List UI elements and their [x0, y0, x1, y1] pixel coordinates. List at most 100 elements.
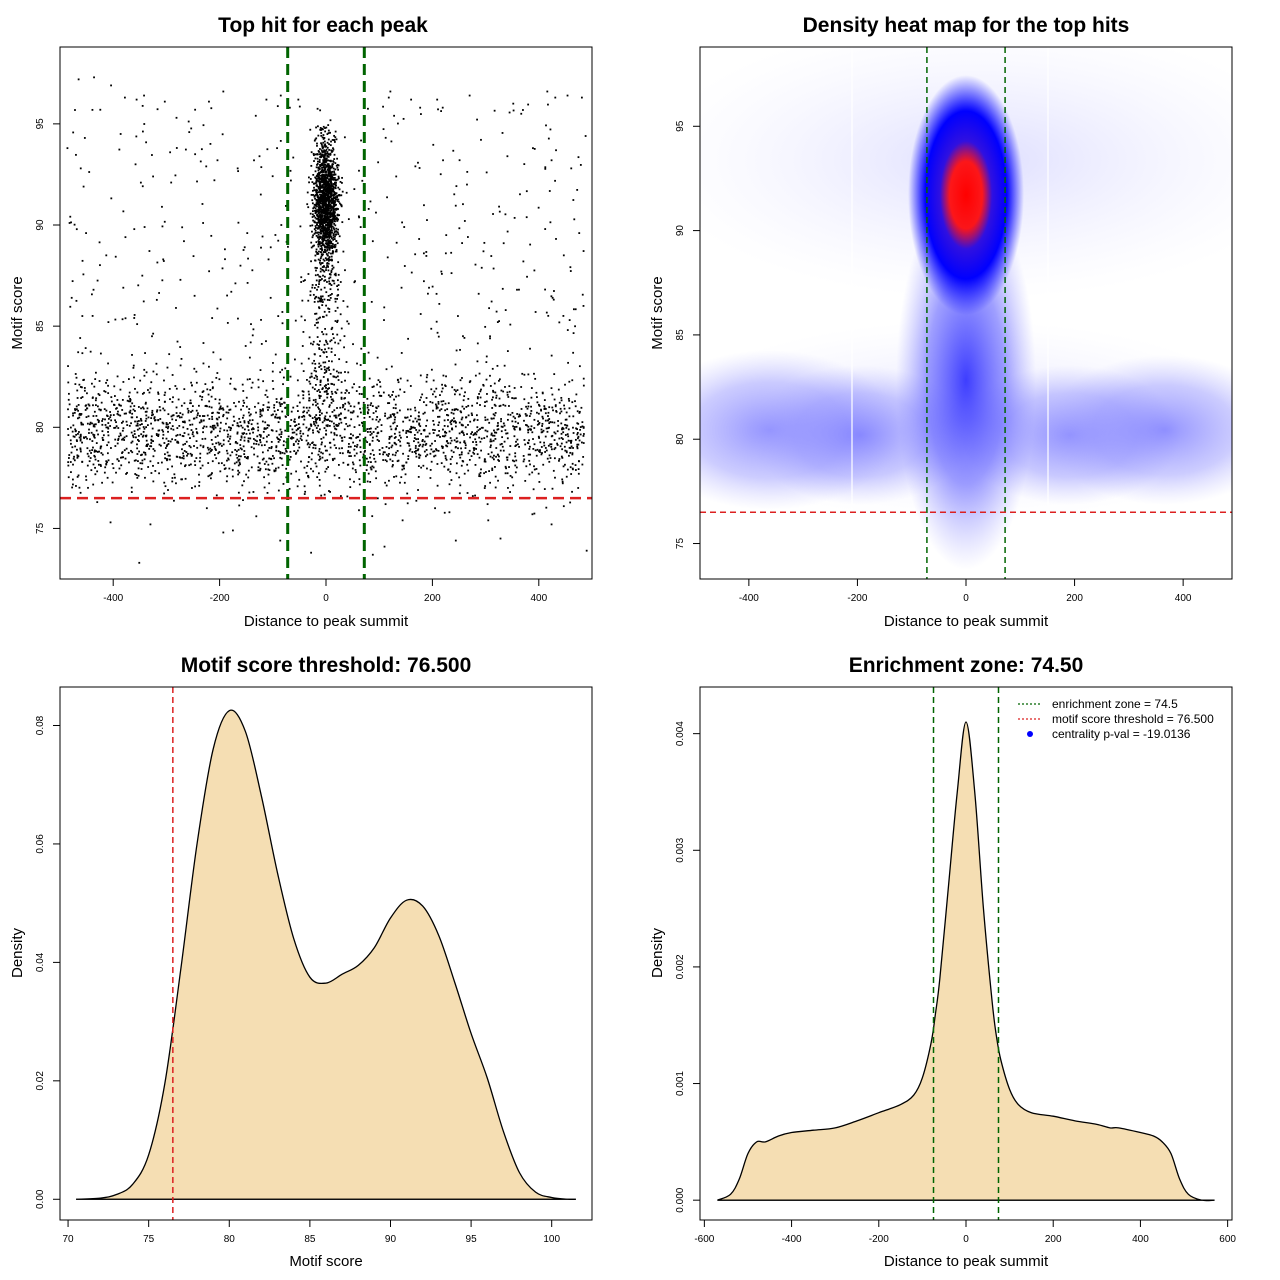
scatter-point [535, 454, 538, 457]
scatter-point [114, 419, 117, 422]
scatter-point [341, 181, 343, 184]
scatter-point [147, 416, 150, 419]
scatter-point [533, 468, 536, 471]
scatter-point [317, 240, 320, 242]
scatter-point [219, 427, 222, 430]
scatter-point [553, 373, 556, 376]
scatter-point [98, 394, 101, 397]
scatter-point [585, 549, 588, 552]
scatter-point [79, 414, 82, 416]
scatter-point [566, 433, 569, 436]
scatter-point [443, 419, 446, 422]
scatter-point [490, 444, 492, 447]
scatter-point [395, 443, 398, 446]
scatter-point [331, 293, 333, 295]
scatter-point [83, 389, 86, 392]
scatter-point [191, 453, 193, 456]
scatter-point [83, 387, 86, 389]
scatter-point [539, 449, 541, 452]
scatter-point [458, 476, 461, 479]
scatter-point [167, 430, 169, 433]
scatter-point [329, 446, 332, 449]
scatter-point [530, 387, 533, 389]
scatter-point [368, 427, 371, 430]
scatter-point [322, 195, 325, 198]
scatter-point [545, 311, 548, 314]
scatter-point [327, 169, 330, 172]
scatter-point [188, 464, 191, 467]
scatter-point [352, 343, 354, 346]
scatter-point [281, 410, 284, 413]
scatter-point [326, 224, 328, 227]
scatter-point [512, 415, 515, 418]
scatter-point [328, 256, 331, 258]
scatter-point [383, 545, 386, 548]
scatter-point [233, 420, 236, 423]
scatter-point [549, 443, 552, 446]
scatter-point [259, 193, 262, 196]
scatter-point [89, 421, 92, 424]
scatter-point [443, 511, 446, 514]
scatter-point [579, 426, 582, 428]
scatter-point [109, 521, 112, 524]
scatter-point [423, 204, 425, 207]
scatter-point [180, 462, 182, 465]
scatter-point [322, 192, 325, 195]
scatter-point [137, 406, 140, 408]
scatter-point [386, 417, 389, 420]
scatter-point [369, 430, 372, 433]
scatter-point [319, 216, 322, 219]
scatter-point [106, 461, 108, 464]
scatter-point [375, 418, 378, 421]
scatter-point [328, 178, 330, 181]
scatter-point [536, 411, 538, 414]
scatter-point [533, 269, 536, 272]
scatter-point [474, 463, 477, 466]
scatter-point [247, 422, 250, 425]
scatter-point [396, 460, 399, 463]
scatter-point [256, 440, 258, 443]
scatter-point [386, 256, 389, 259]
scatter-point [288, 458, 291, 461]
scatter-point [164, 485, 167, 488]
scatter-point [275, 401, 278, 403]
scatter-point [544, 288, 546, 291]
scatter-point [221, 267, 224, 270]
scatter-point [292, 406, 295, 409]
scatter-point [296, 405, 299, 407]
scatter-point [497, 428, 500, 431]
scatter-point [489, 374, 491, 377]
scatter-point [489, 446, 492, 449]
scatter-point [476, 402, 479, 405]
scatter-point [323, 372, 326, 374]
scatter-point [463, 472, 466, 475]
scatter-point [441, 447, 444, 449]
score-density-panel: Motif score threshold: 76.500 70 75 80 85 90… [9, 654, 593, 1270]
scatter-point [76, 440, 78, 443]
scatter-point [400, 476, 403, 479]
scatter-point [329, 199, 332, 202]
scatter-point [129, 409, 132, 412]
scatter-point [342, 250, 345, 253]
scatter-point [315, 192, 318, 195]
scatter-point [202, 431, 204, 434]
scatter-point [136, 424, 139, 427]
scatter-point [279, 140, 282, 142]
scatter-point [327, 183, 330, 186]
scatter-point [326, 165, 329, 167]
scatter-point [417, 161, 419, 164]
scatter-point [331, 252, 334, 255]
scatter-point [459, 410, 462, 413]
scatter-point [227, 411, 230, 414]
scatter-point [279, 371, 282, 374]
scatter-point [323, 248, 326, 251]
scatter-point [325, 230, 328, 233]
scatter-point [154, 419, 156, 422]
scatter-point [334, 181, 337, 184]
scatter-point [487, 519, 490, 522]
scatter-point [489, 337, 491, 340]
scatter-point [459, 379, 462, 382]
scatter-point [318, 307, 321, 310]
scatter-point [494, 404, 497, 407]
scatter-point [321, 295, 324, 298]
